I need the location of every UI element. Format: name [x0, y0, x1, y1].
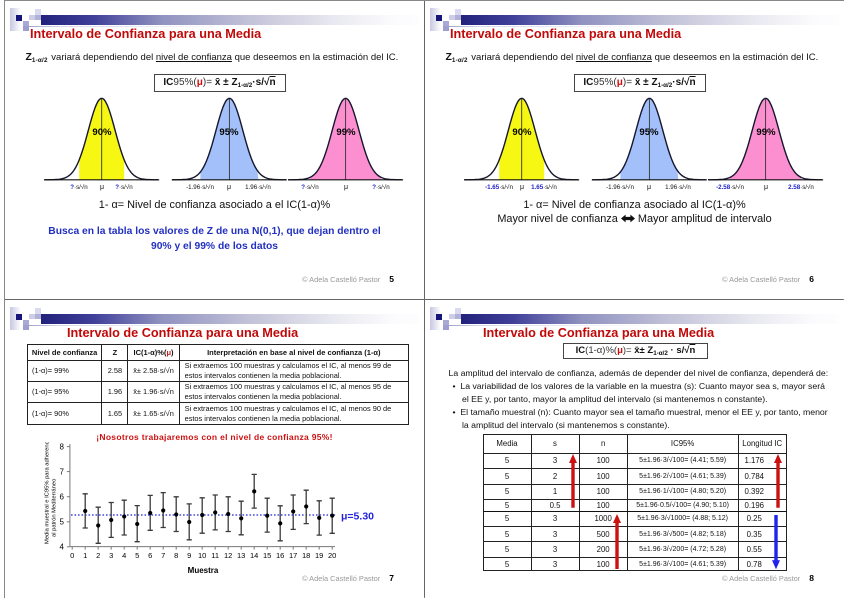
svg-text:0: 0: [70, 551, 74, 560]
svg-text:Muestra: Muestra: [188, 566, 219, 575]
svg-text:19: 19: [315, 551, 323, 560]
svg-text:9: 9: [187, 551, 191, 560]
svg-text:8: 8: [59, 442, 64, 451]
svg-text:12: 12: [224, 551, 232, 560]
svg-text:8: 8: [174, 551, 178, 560]
svg-text:10: 10: [198, 551, 206, 560]
svg-text:7: 7: [59, 467, 64, 476]
svg-text:5: 5: [135, 551, 139, 560]
svg-text:5: 5: [59, 518, 64, 527]
svg-text:2: 2: [96, 551, 100, 560]
svg-text:17: 17: [289, 551, 297, 560]
svg-text:18: 18: [302, 551, 310, 560]
svg-text:1: 1: [83, 551, 87, 560]
svg-text:6: 6: [59, 493, 64, 502]
svg-text:3: 3: [109, 551, 113, 560]
svg-text:4: 4: [122, 551, 126, 560]
svg-text:14: 14: [250, 551, 258, 560]
svg-text:20: 20: [328, 551, 336, 560]
svg-text:al patrón Mediterráneo: al patrón Mediterráneo: [52, 479, 58, 537]
svg-text:11: 11: [211, 551, 219, 560]
svg-text:15: 15: [263, 551, 271, 560]
svg-text:Media muestral e IC95% para ad: Media muestral e IC95% para adherencia: [45, 442, 51, 544]
svg-text:μ=5.30: μ=5.30: [341, 511, 374, 523]
svg-text:16: 16: [276, 551, 284, 560]
svg-text:6: 6: [148, 551, 152, 560]
svg-text:7: 7: [161, 551, 165, 560]
svg-text:4: 4: [59, 543, 64, 552]
svg-text:13: 13: [237, 551, 245, 560]
